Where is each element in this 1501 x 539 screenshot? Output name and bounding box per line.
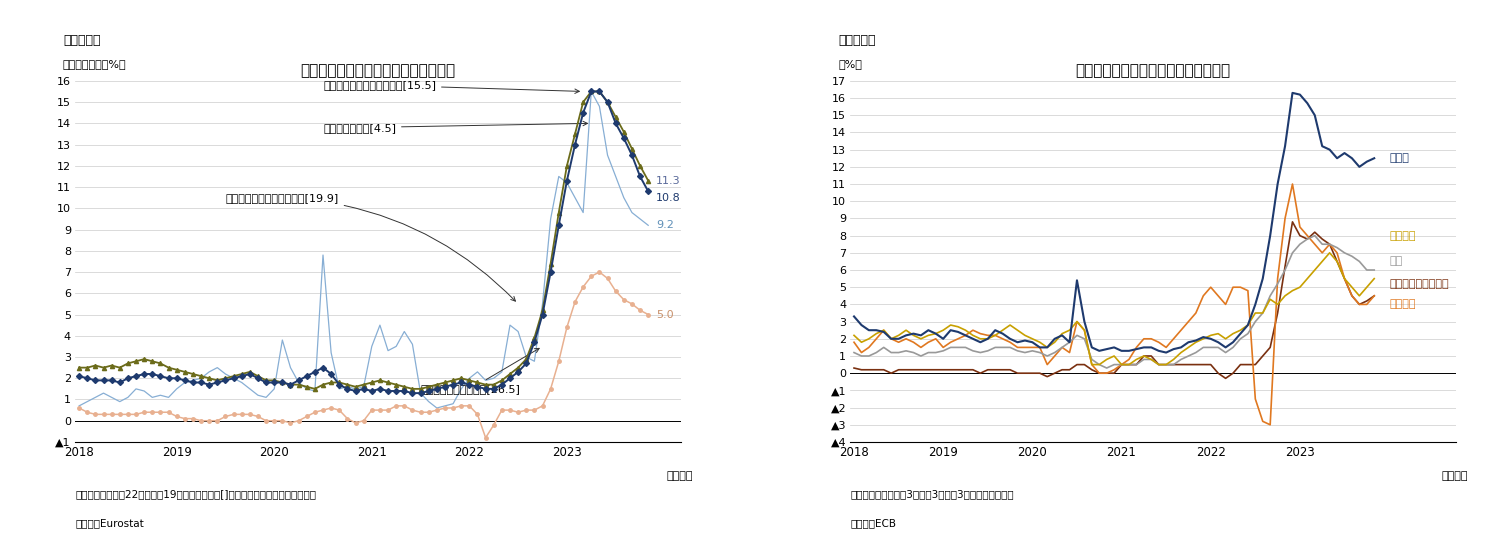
Text: うち未加工食品[4.5]: うち未加工食品[4.5]: [323, 121, 587, 133]
Text: 5.0: 5.0: [656, 309, 674, 320]
Text: （注）ユーロ圈は22年まで〙19か国のデータ、[]内は総合指数に対するウェイト: （注）ユーロ圈は22年まで〙19か国のデータ、[]内は総合指数に対するウェイト: [75, 489, 317, 499]
Text: （月次）: （月次）: [666, 471, 693, 481]
Title: ユーロ圈の飲食料価格の上昇率と内訳: ユーロ圈の飲食料価格の上昇率と内訳: [300, 63, 455, 78]
Text: 11.3: 11.3: [656, 176, 681, 186]
Text: 飲食料: 飲食料: [1388, 153, 1409, 163]
Text: うち加工食品・アルコール[15.5]: うち加工食品・アルコール[15.5]: [323, 80, 579, 93]
Text: 総合指数: 総合指数: [1388, 299, 1415, 309]
Text: 9.2: 9.2: [656, 220, 674, 230]
Text: 飲食料（アルコール含む）[19.9]: 飲食料（アルコール含む）[19.9]: [225, 192, 515, 301]
Text: （図表３）: （図表３）: [63, 34, 101, 47]
Text: コア: コア: [1388, 257, 1402, 266]
Text: （%）: （%）: [838, 59, 862, 69]
Text: 10.8: 10.8: [656, 192, 681, 203]
Text: （月次）: （月次）: [1441, 471, 1468, 481]
Text: 財（エネルギー除く）[26.5]: 財（エネルギー除く）[26.5]: [420, 348, 539, 394]
Text: （注）季節調整値の3か月平3か月平3か月前比年率換算: （注）季節調整値の3か月平3か月平3か月前比年率換算: [850, 489, 1015, 499]
Text: （前年同月比、%）: （前年同月比、%）: [63, 59, 126, 69]
Text: （図表４）: （図表４）: [838, 34, 875, 47]
Title: ユーロ圈のインフレ率（季節調整値）: ユーロ圈のインフレ率（季節調整値）: [1076, 63, 1231, 78]
Text: （資料）Eurostat: （資料）Eurostat: [75, 518, 144, 528]
Text: （資料）ECB: （資料）ECB: [850, 518, 896, 528]
Text: エネルギーを除く財: エネルギーを除く財: [1388, 279, 1448, 289]
Text: サービス: サービス: [1388, 231, 1415, 240]
